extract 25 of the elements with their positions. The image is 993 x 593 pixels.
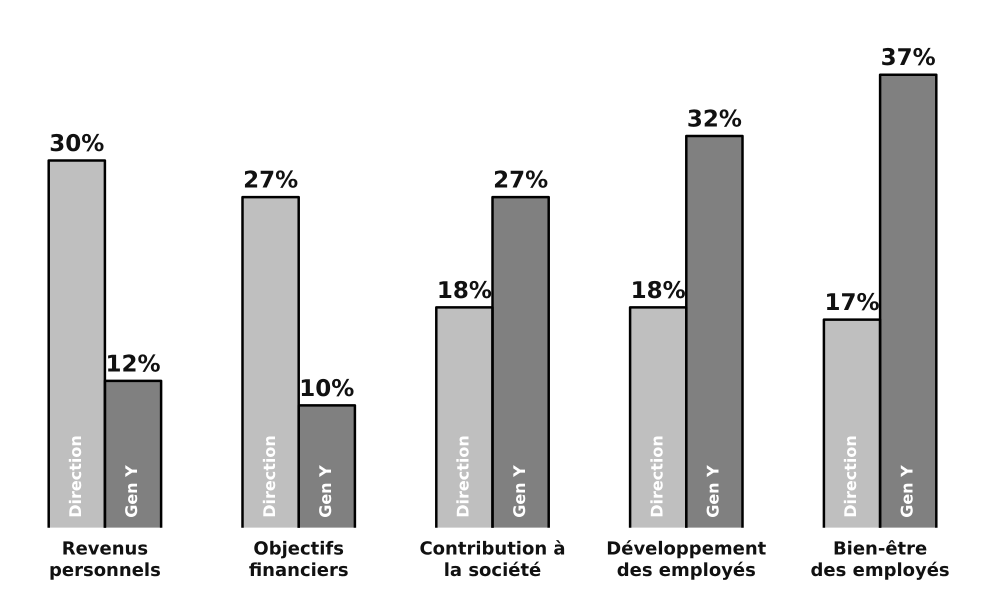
x-tick-label: Contribution à la société	[419, 538, 566, 581]
x-tick-label: Objectifs financiers	[248, 538, 349, 581]
text: Direction	[647, 435, 666, 518]
x-tick-label: Revenus personnels	[49, 538, 161, 581]
data-label: 10%	[299, 376, 354, 402]
series-label: Gen Y	[122, 464, 142, 518]
text: Gen Y	[316, 465, 335, 518]
text: Direction	[454, 435, 473, 518]
data-label: 17%	[824, 290, 880, 316]
data-label: 18%	[436, 278, 492, 304]
data-label: 18%	[630, 278, 686, 304]
x-tick-label: Développement des employés	[606, 538, 767, 581]
data-label: 37%	[880, 45, 936, 72]
text: Gen Y	[897, 465, 916, 518]
x-tick-label: Bien-être des employés	[810, 538, 950, 581]
text: Direction	[260, 435, 279, 518]
text: Gen Y	[510, 465, 529, 518]
data-label: 27%	[243, 168, 298, 194]
text: Gen Y	[704, 465, 723, 518]
text: Direction	[841, 435, 860, 518]
data-label: 32%	[686, 106, 742, 132]
data-label: 27%	[493, 168, 548, 194]
data-label: 12%	[105, 351, 161, 378]
series-label: Direction	[66, 435, 85, 518]
data-label: 30%	[49, 130, 104, 157]
